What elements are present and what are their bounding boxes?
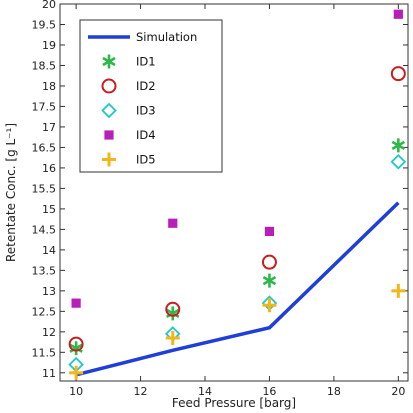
legend-entry-id1: ID1 [102,54,156,69]
legend-swatch-id4 [104,130,114,140]
x-tick-label-5: 20 [391,385,405,398]
legend-entry-id5: ID5 [102,152,156,167]
y-tick-label-12: 17 [42,121,56,134]
x-axis-label: Feed Pressure [barg] [172,396,296,410]
legend-entry-id4: ID4 [104,128,156,142]
point-id4-1 [168,218,178,228]
y-tick-label-3: 12.5 [32,305,57,318]
point-id1-3 [391,138,406,153]
y-tick-label-11: 16.5 [32,141,57,154]
point-id2-2 [261,254,277,270]
marker-id2-0 [68,336,84,352]
series-line-simulation [75,201,400,377]
y-tick-label-14: 18 [42,80,56,93]
y-tick-label-15: 18.5 [32,59,57,72]
x-tick-label-2: 14 [198,385,212,398]
marker-id1-2-stroke-2 [262,275,277,286]
point-id5-2 [262,298,277,313]
marker-id1-1-stroke-2 [166,308,180,319]
point-id5-1 [165,330,180,345]
x-tick-label-1: 12 [134,385,148,398]
legend-entry-id2: ID2 [101,78,156,94]
plot-frame [59,3,409,382]
legend-label-id1: ID1 [136,55,156,69]
marker-id1-3-stroke-2 [391,140,406,151]
marker-id2-1 [165,301,181,317]
y-tick-label-7: 14.5 [32,223,57,236]
marker-id4-1 [168,218,178,228]
y-tick-label-4: 13 [42,285,56,298]
marker-id2-3 [390,66,406,82]
marker-id2-2 [261,254,277,270]
axis-ticks: 10 12 14 16 18 20 11 11.5 12 12.5 13 13.5 14 14.5 15 15… [32,0,408,398]
point-id4-2 [264,226,275,237]
y-tick-label-13: 17.5 [32,100,57,113]
y-tick-label-5: 13.5 [32,264,57,277]
y-tick-label-17: 19.5 [32,18,57,31]
point-id1-2 [262,273,277,288]
y-tick-label-10: 16 [42,162,56,175]
point-id1-1 [166,306,180,321]
marker-id4-2 [264,226,275,237]
point-id4-3 [393,9,403,19]
marker-id4-3 [393,9,403,19]
y-tick-label-6: 14 [42,244,56,257]
y-tick-label-2: 12 [42,326,56,339]
legend-label-id2: ID2 [136,79,156,93]
point-id2-0 [68,336,84,352]
point-id1-0 [69,341,83,356]
y-tick-label-0: 11 [42,367,56,380]
x-tick-label-3: 16 [262,385,276,398]
point-id3-3 [390,153,407,170]
legend-box [79,19,223,173]
legend: Simulation ID1 ID2 ID3 ID4 ID5 [79,19,223,173]
y-tick-label-1: 11.5 [32,346,57,359]
legend-swatch-id2 [101,78,117,94]
legend-entry-id3: ID3 [101,102,156,119]
legend-label-simulation: Simulation [136,30,197,44]
marker-id4-0 [71,298,81,308]
y-tick-label-16: 19 [42,39,56,52]
point-id2-1 [165,301,181,317]
marker-id1-0-stroke-2 [69,343,83,353]
y-tick-label-8: 15 [42,203,56,216]
marker-id3-3 [390,153,407,170]
point-id2-3 [390,66,406,82]
point-id4-0 [71,298,81,308]
legend-label-id5: ID5 [136,153,156,167]
x-tick-label-0: 10 [69,385,83,398]
y-tick-label-18: 20 [42,0,56,11]
legend-entry-simulation: Simulation [88,30,197,44]
y-tick-label-9: 15.5 [32,182,57,195]
point-id5-0 [69,365,84,380]
legend-label-id3: ID3 [136,104,156,118]
y-axis-label: Retentate Conc. [g L⁻¹] [4,123,18,262]
legend-label-id4: ID4 [136,128,156,142]
legend-swatch-id1-stroke-2 [102,56,116,67]
chart-marks [68,9,407,380]
point-id5-3 [391,283,406,298]
legend-swatch-id3 [101,102,117,119]
x-tick-label-4: 18 [327,385,341,398]
